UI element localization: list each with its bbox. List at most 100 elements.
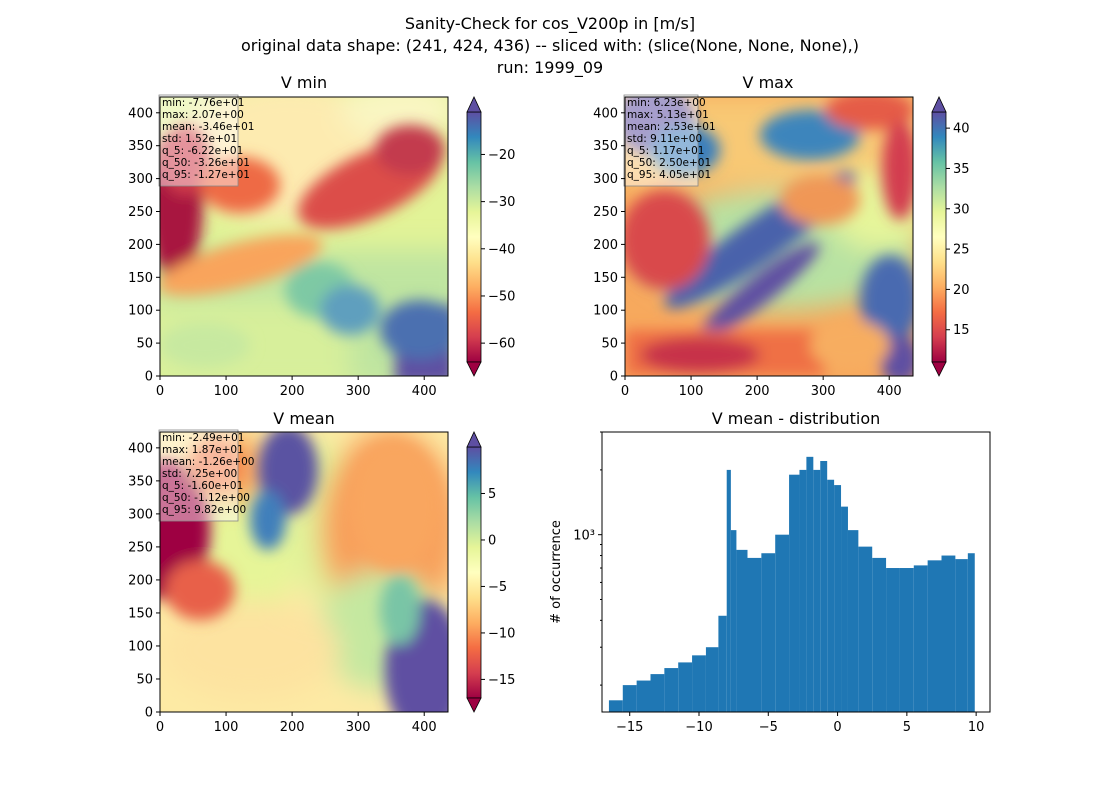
histogram-ylabel: # of occurrence: [549, 520, 564, 624]
vmax-axes-frame: [624, 96, 914, 377]
vmin-stat: q_95: -1.27e+01: [162, 169, 250, 181]
colorbar-tick-label: −10: [488, 626, 515, 641]
x-tick-label: 400: [412, 720, 437, 735]
y-tick-label: 200: [128, 238, 153, 253]
colorbar-tick-label: −5: [488, 580, 507, 595]
histogram-bar: [678, 662, 693, 712]
x-tick-label: 0: [156, 720, 164, 735]
vmax-axis-ticks: 0 100 200 300 400 0 50 100 150 200 250 300 350 400: [593, 106, 901, 399]
colorbar-tick-label: 20: [953, 283, 970, 298]
histogram-bar: [718, 615, 727, 712]
histogram-bar: [927, 560, 942, 712]
y-tick-label: 300: [128, 507, 153, 522]
x-tick-label: 0: [833, 720, 841, 735]
x-tick-label: 100: [679, 384, 704, 399]
vmax-stat: q_50: 2.50e+01: [627, 157, 711, 169]
vmin-panel: V min: [128, 73, 515, 399]
histogram-panel: V mean - distribution −15 −10 −5 0 5 10 10³ # …: [549, 409, 991, 735]
colorbar-tick-label: −60: [488, 337, 515, 352]
y-tick-label: 350: [593, 139, 618, 154]
y-tick-label: 10³: [573, 529, 595, 544]
histogram-bar: [622, 685, 637, 712]
x-tick-label: 300: [346, 720, 371, 735]
vmean-stat: mean: -1.26e+00: [162, 456, 254, 468]
vmean-axis-ticks: 0 100 200 300 400 0 50 100 150 200 250 300 350 400: [128, 441, 436, 735]
colorbar-tick-label: 5: [488, 487, 496, 502]
histogram-bar: [789, 474, 800, 712]
vmean-stat: max: 1.87e+01: [162, 444, 244, 456]
histogram-bar: [820, 460, 828, 712]
histogram-bar: [955, 559, 968, 712]
histogram-bar: [847, 530, 859, 712]
x-tick-label: 200: [280, 720, 305, 735]
histogram-bar: [608, 700, 623, 712]
vmean-stats-box: min: -2.49e+01 max: 1.87e+01 mean: -1.26…: [158, 429, 254, 522]
vmax-stat: std: 9.11e+00: [627, 133, 702, 145]
histogram-bar: [941, 555, 956, 712]
x-tick-label: 400: [412, 384, 437, 399]
y-tick-label: 350: [128, 474, 153, 489]
y-tick-label: 200: [593, 238, 618, 253]
x-tick-label: 200: [745, 384, 770, 399]
histogram-bar: [813, 469, 821, 712]
vmin-stat: q_5: -6.22e+01: [162, 145, 243, 157]
y-tick-label: 250: [593, 205, 618, 220]
vmax-stat: max: 5.13e+01: [627, 109, 709, 121]
y-tick-label: 100: [128, 304, 153, 319]
vmean-panel: V mean min:: [128, 409, 515, 735]
histogram-bar: [692, 655, 706, 712]
x-tick-label: 0: [621, 384, 629, 399]
histogram-bar: [858, 546, 873, 712]
colorbar-tick-label: 15: [953, 323, 970, 338]
figure-suptitle: Sanity-Check for cos_V200p in [m/s] orig…: [241, 14, 859, 78]
histogram-bar: [899, 568, 914, 712]
y-tick-label: 0: [610, 370, 618, 385]
histogram-bar: [726, 469, 731, 712]
suptitle-line-1: Sanity-Check for cos_V200p in [m/s]: [405, 14, 695, 34]
histogram-bars: [608, 456, 975, 712]
x-tick-label: 300: [346, 384, 371, 399]
vmin-stat: max: 2.07e+00: [162, 109, 244, 121]
histogram-bar: [747, 557, 762, 712]
y-tick-label: 200: [128, 573, 153, 588]
histogram-bar: [806, 456, 814, 712]
vmax-stat: q_5: 1.17e+01: [627, 145, 704, 157]
y-tick-label: 300: [128, 172, 153, 187]
histogram-bar: [841, 506, 848, 712]
x-tick-label: −5: [759, 720, 778, 735]
vmin-stat: std: 1.52e+01: [162, 133, 237, 145]
histogram-bar: [650, 674, 665, 712]
histogram-bar: [761, 553, 776, 712]
suptitle-line-2: original data shape: (241, 424, 436) -- …: [241, 36, 859, 55]
y-tick-label: 250: [128, 540, 153, 555]
histogram-bar: [886, 568, 900, 712]
vmax-stats-box: min: 6.23e+00 max: 5.13e+01 mean: 2.53e+…: [623, 94, 716, 187]
vmean-stat: min: -2.49e+01: [162, 432, 244, 444]
y-tick-label: 50: [136, 337, 153, 352]
x-tick-label: 10: [968, 720, 985, 735]
vmin-colorbar: −60 −50 −40 −30 −20: [466, 96, 515, 377]
y-tick-label: 150: [593, 271, 618, 286]
vmax-title: V max: [743, 73, 794, 92]
histogram-bar: [827, 479, 835, 712]
histogram-bar: [834, 485, 842, 712]
vmin-stats-box: min: -7.76e+01 max: 2.07e+00 mean: -3.46…: [158, 94, 254, 187]
y-tick-label: 0: [145, 706, 153, 721]
vmax-stat: mean: 2.53e+01: [627, 121, 716, 133]
histogram-bar: [664, 668, 679, 712]
histogram-bar: [913, 565, 928, 712]
y-tick-label: 400: [128, 441, 153, 456]
y-tick-label: 100: [593, 304, 618, 319]
x-tick-label: 200: [280, 384, 305, 399]
histogram-bar: [872, 557, 887, 712]
vmean-colorbar: −15 −10 −5 0 5: [466, 431, 515, 713]
histogram-bar: [705, 647, 719, 712]
vmean-title: V mean: [273, 409, 334, 428]
histogram-bar: [967, 553, 975, 712]
histogram-bar: [799, 469, 807, 712]
histogram-bar: [775, 534, 790, 712]
colorbar-tick-label: 0: [488, 533, 496, 548]
colorbar-tick-label: 35: [953, 162, 970, 177]
histogram-bar: [730, 530, 737, 712]
